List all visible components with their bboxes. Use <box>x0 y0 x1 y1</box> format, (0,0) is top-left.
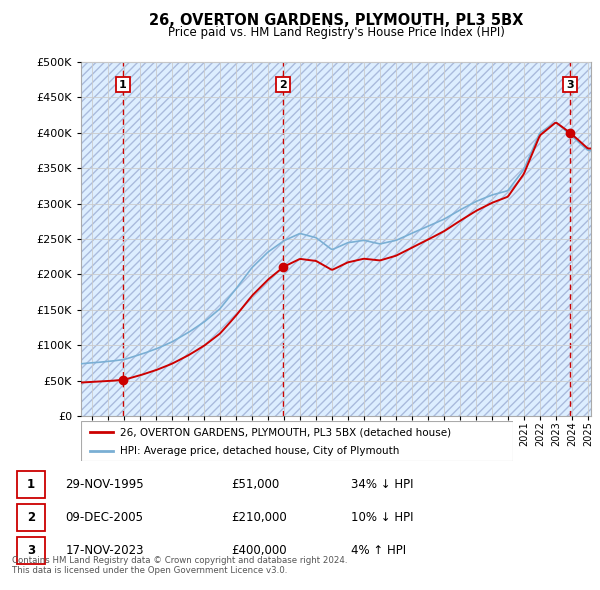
FancyBboxPatch shape <box>17 537 45 563</box>
FancyBboxPatch shape <box>17 504 45 531</box>
Text: Price paid vs. HM Land Registry's House Price Index (HPI): Price paid vs. HM Land Registry's House … <box>167 26 505 39</box>
Text: 17-NOV-2023: 17-NOV-2023 <box>65 544 144 557</box>
Text: £210,000: £210,000 <box>232 511 287 524</box>
Text: 09-DEC-2005: 09-DEC-2005 <box>65 511 143 524</box>
Text: 3: 3 <box>27 544 35 557</box>
Text: £400,000: £400,000 <box>232 544 287 557</box>
Text: 26, OVERTON GARDENS, PLYMOUTH, PL3 5BX (detached house): 26, OVERTON GARDENS, PLYMOUTH, PL3 5BX (… <box>120 428 451 438</box>
Text: £51,000: £51,000 <box>232 478 280 491</box>
Text: 4% ↑ HPI: 4% ↑ HPI <box>350 544 406 557</box>
Text: 34% ↓ HPI: 34% ↓ HPI <box>350 478 413 491</box>
Bar <box>81 62 591 416</box>
Text: 3: 3 <box>566 80 574 90</box>
Text: 10% ↓ HPI: 10% ↓ HPI <box>350 511 413 524</box>
FancyBboxPatch shape <box>17 471 45 498</box>
Text: 1: 1 <box>119 80 127 90</box>
Text: Contains HM Land Registry data © Crown copyright and database right 2024.
This d: Contains HM Land Registry data © Crown c… <box>12 556 347 575</box>
Text: 2: 2 <box>279 80 287 90</box>
Text: 29-NOV-1995: 29-NOV-1995 <box>65 478 144 491</box>
FancyBboxPatch shape <box>81 421 513 461</box>
Text: HPI: Average price, detached house, City of Plymouth: HPI: Average price, detached house, City… <box>120 446 399 456</box>
Text: 2: 2 <box>27 511 35 524</box>
Text: 26, OVERTON GARDENS, PLYMOUTH, PL3 5BX: 26, OVERTON GARDENS, PLYMOUTH, PL3 5BX <box>149 13 523 28</box>
Text: 1: 1 <box>27 478 35 491</box>
